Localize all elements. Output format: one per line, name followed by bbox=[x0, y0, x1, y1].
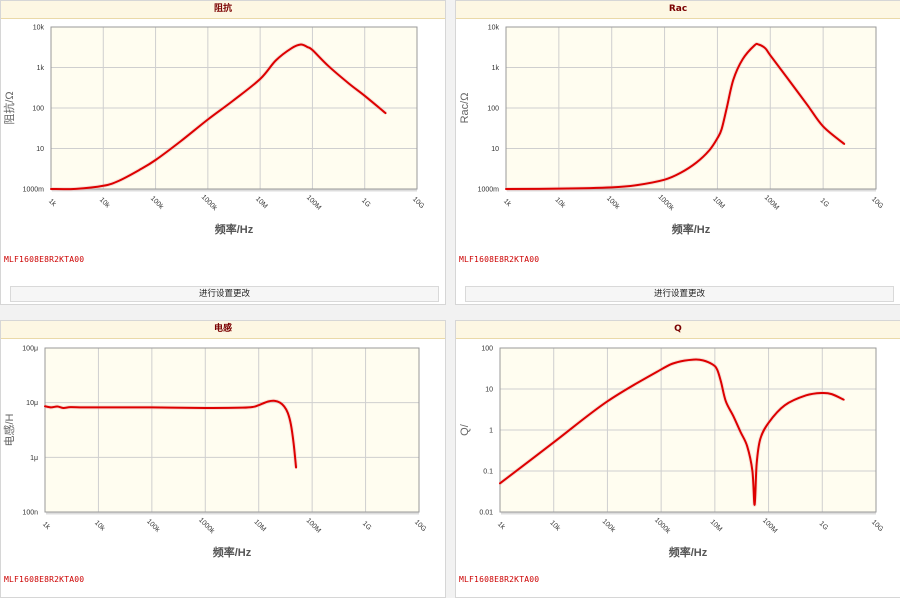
y-tick-label: 1000m bbox=[23, 187, 45, 194]
panel-title: 电感 bbox=[1, 321, 445, 339]
x-tick-label: 1G bbox=[361, 520, 373, 532]
y-tick-label: 1000m bbox=[478, 187, 500, 194]
rac-chart: 1k 10k 100k 1000k 10M 100M 1G 10G 1000m 10 100 1k 10… bbox=[459, 25, 884, 237]
y-tick-label: 100μ bbox=[22, 346, 38, 353]
q-chart: 1k 10k 100k 1000k 10M 100M 1G 10G 0.01 0.1 1 10 100 Q… bbox=[459, 346, 884, 560]
series-line bbox=[44, 399, 298, 469]
x-axis-label: 频率/Hz bbox=[213, 545, 252, 559]
x-tick-label: 100k bbox=[145, 518, 161, 534]
y-tick-label: 1μ bbox=[30, 455, 38, 462]
y-tick-label: 10k bbox=[33, 25, 45, 32]
x-tick-label: 100k bbox=[605, 195, 621, 211]
plot-frame bbox=[50, 26, 418, 190]
plot-area bbox=[45, 348, 419, 512]
y-tick-label: 10 bbox=[491, 146, 499, 153]
y-tick-label: 0.01 bbox=[479, 510, 493, 517]
panel-title: 阻抗 bbox=[1, 1, 445, 19]
y-tick-label: 0.1 bbox=[483, 469, 493, 476]
plot-frame bbox=[499, 347, 877, 513]
y-tick-label: 100 bbox=[481, 346, 493, 353]
inductance-chart: 1k 10k 100k 1000k 10M 100M 1G 10G 100n 1μ 10μ 100μ 电… bbox=[3, 346, 427, 560]
x-tick-label: 1000k bbox=[197, 517, 216, 536]
x-tick-label: 100M bbox=[305, 194, 322, 211]
y-tick-label: 1k bbox=[37, 65, 45, 72]
x-tick-label: 100M bbox=[763, 194, 780, 211]
y-axis-label: 电感/H bbox=[3, 413, 16, 446]
panel-title: Q bbox=[456, 321, 900, 339]
y-tick-label: 10k bbox=[488, 25, 500, 32]
panel-title: Rac bbox=[456, 1, 900, 19]
x-tick-label: 1k bbox=[47, 198, 58, 209]
change-settings-button[interactable]: 进行设置更改 bbox=[10, 286, 439, 302]
x-tick-label: 10M bbox=[711, 196, 726, 211]
part-number: MLF1608E8R2KTA00 bbox=[4, 575, 85, 584]
x-tick-label: 1k bbox=[502, 198, 513, 209]
x-tick-label: 1000k bbox=[656, 194, 675, 213]
x-tick-label: 10G bbox=[870, 196, 884, 210]
x-tick-label: 1G bbox=[818, 197, 830, 209]
y-tick-label: 10 bbox=[485, 387, 493, 394]
series-line bbox=[50, 43, 387, 191]
x-tick-label: 1000k bbox=[200, 194, 219, 213]
x-tick-label: 10k bbox=[548, 519, 561, 532]
x-tick-label: 10k bbox=[553, 196, 566, 209]
x-tick-label: 10k bbox=[93, 519, 106, 532]
rac-panel: Rac 1k 10k 100k 1000k 10M 100M 1G 10G 1000m 10 100… bbox=[455, 0, 900, 305]
y-tick-label: 10 bbox=[36, 146, 44, 153]
y-tick-label: 100 bbox=[32, 106, 44, 113]
x-tick-label: 10k bbox=[98, 196, 111, 209]
y-tick-label: 1k bbox=[492, 65, 500, 72]
y-tick-label: 10μ bbox=[26, 400, 38, 407]
x-tick-label: 1000k bbox=[653, 517, 672, 536]
y-axis-label: Rac/Ω bbox=[459, 93, 471, 124]
inductance-panel: 电感 1k 10k 100k 1000k 10M 100M 1G 10G 100n 1μ 10μ 10… bbox=[0, 320, 446, 598]
x-tick-label: 100M bbox=[305, 517, 322, 534]
plot-frame bbox=[505, 26, 877, 190]
x-tick-label: 10G bbox=[411, 196, 425, 210]
y-tick-label: 1 bbox=[489, 428, 493, 435]
q-panel: Q 1k 10k 100k 1000k 10M 100M 1G 10G 0.01 0.1 1 10 10… bbox=[455, 320, 900, 598]
y-tick-label: 100 bbox=[487, 106, 499, 113]
x-tick-label: 100M bbox=[761, 517, 778, 534]
x-axis-label: 频率/Hz bbox=[215, 222, 254, 236]
x-tick-label: 1G bbox=[360, 197, 372, 209]
y-axis-label: 阻抗/Ω bbox=[2, 91, 16, 124]
x-axis-label: 频率/Hz bbox=[672, 222, 711, 236]
change-settings-button[interactable]: 进行设置更改 bbox=[465, 286, 894, 302]
series-line bbox=[505, 42, 846, 190]
impedance-chart: 1k 10k 100k 1000k 10M 100M 1G 10G 1000m 10 100 1k 10… bbox=[2, 25, 425, 237]
part-number: MLF1608E8R2KTA00 bbox=[459, 255, 540, 264]
series-line bbox=[499, 358, 845, 506]
plot-frame bbox=[44, 347, 420, 513]
y-axis-label: Q/ bbox=[459, 423, 471, 436]
x-tick-label: 10M bbox=[252, 519, 267, 534]
part-number: MLF1608E8R2KTA00 bbox=[4, 255, 85, 264]
part-number: MLF1608E8R2KTA00 bbox=[459, 575, 540, 584]
y-tick-label: 100n bbox=[22, 510, 38, 517]
impedance-panel: 阻抗 1k 10k 100k 1000k 10M 100M 1G 10G 1000m 10 100 1… bbox=[0, 0, 446, 305]
x-tick-label: 100k bbox=[149, 195, 165, 211]
x-tick-label: 1k bbox=[496, 521, 507, 532]
x-axis-label: 频率/Hz bbox=[669, 545, 708, 559]
x-tick-label: 10M bbox=[254, 196, 269, 211]
x-tick-label: 1k bbox=[41, 521, 52, 532]
x-tick-label: 10M bbox=[709, 519, 724, 534]
x-tick-label: 1G bbox=[818, 520, 830, 532]
x-tick-label: 10G bbox=[413, 519, 427, 533]
x-tick-label: 10G bbox=[870, 519, 884, 533]
x-tick-label: 100k bbox=[601, 518, 617, 534]
